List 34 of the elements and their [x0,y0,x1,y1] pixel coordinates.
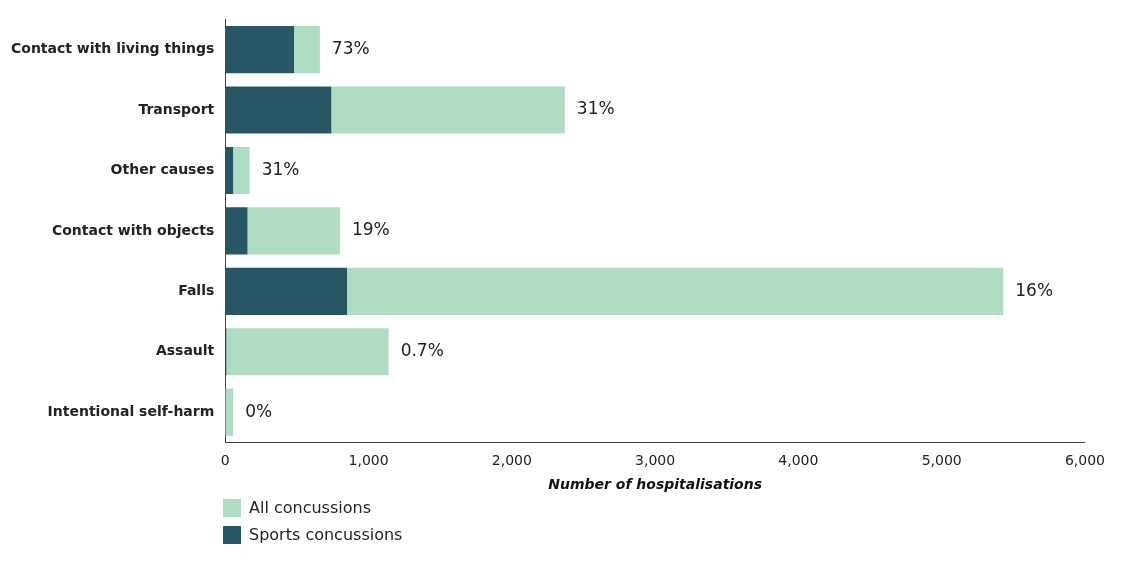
bar [225,26,295,74]
annotation: 16% [1015,279,1054,300]
x-tick-label: 6,000 [1064,452,1106,469]
annotation: 31% [576,98,615,119]
annotation: 73% [331,38,370,59]
y-tick-label: Contact with objects [51,221,215,238]
bar [225,86,332,134]
bar [331,86,565,134]
annotation: 31% [261,158,300,179]
y-tick-label: Transport [138,100,215,117]
y-tick-label: Contact with living things [11,40,215,57]
bar [247,207,340,255]
y-tick-label: Assault [155,342,215,359]
annotation: 19% [351,219,390,240]
legend-label: All concussions [249,498,371,517]
y-tick-label: Intentional self-harm [47,402,215,419]
bar [233,146,250,195]
x-tick-label: 5,000 [921,452,962,469]
bar [225,267,348,315]
x-tick-label: 0 [220,452,230,469]
x-tick-label: 1,000 [348,452,389,469]
bar [226,328,389,376]
annotation: 0.7% [400,340,444,361]
x-tick-label: 3,000 [635,452,676,469]
y-tick-label: Other causes [110,161,215,178]
x-tick-label: 4,000 [778,452,819,469]
x-tick-label: 2,000 [491,452,532,469]
bar [347,267,1004,315]
annotation: 0% [245,400,273,421]
bar [225,207,248,255]
x-axis-title: Number of hospitalisations [548,476,763,493]
y-tick-label: Falls [178,281,215,298]
bar [294,26,320,74]
legend-label: Sports concussions [249,525,403,544]
